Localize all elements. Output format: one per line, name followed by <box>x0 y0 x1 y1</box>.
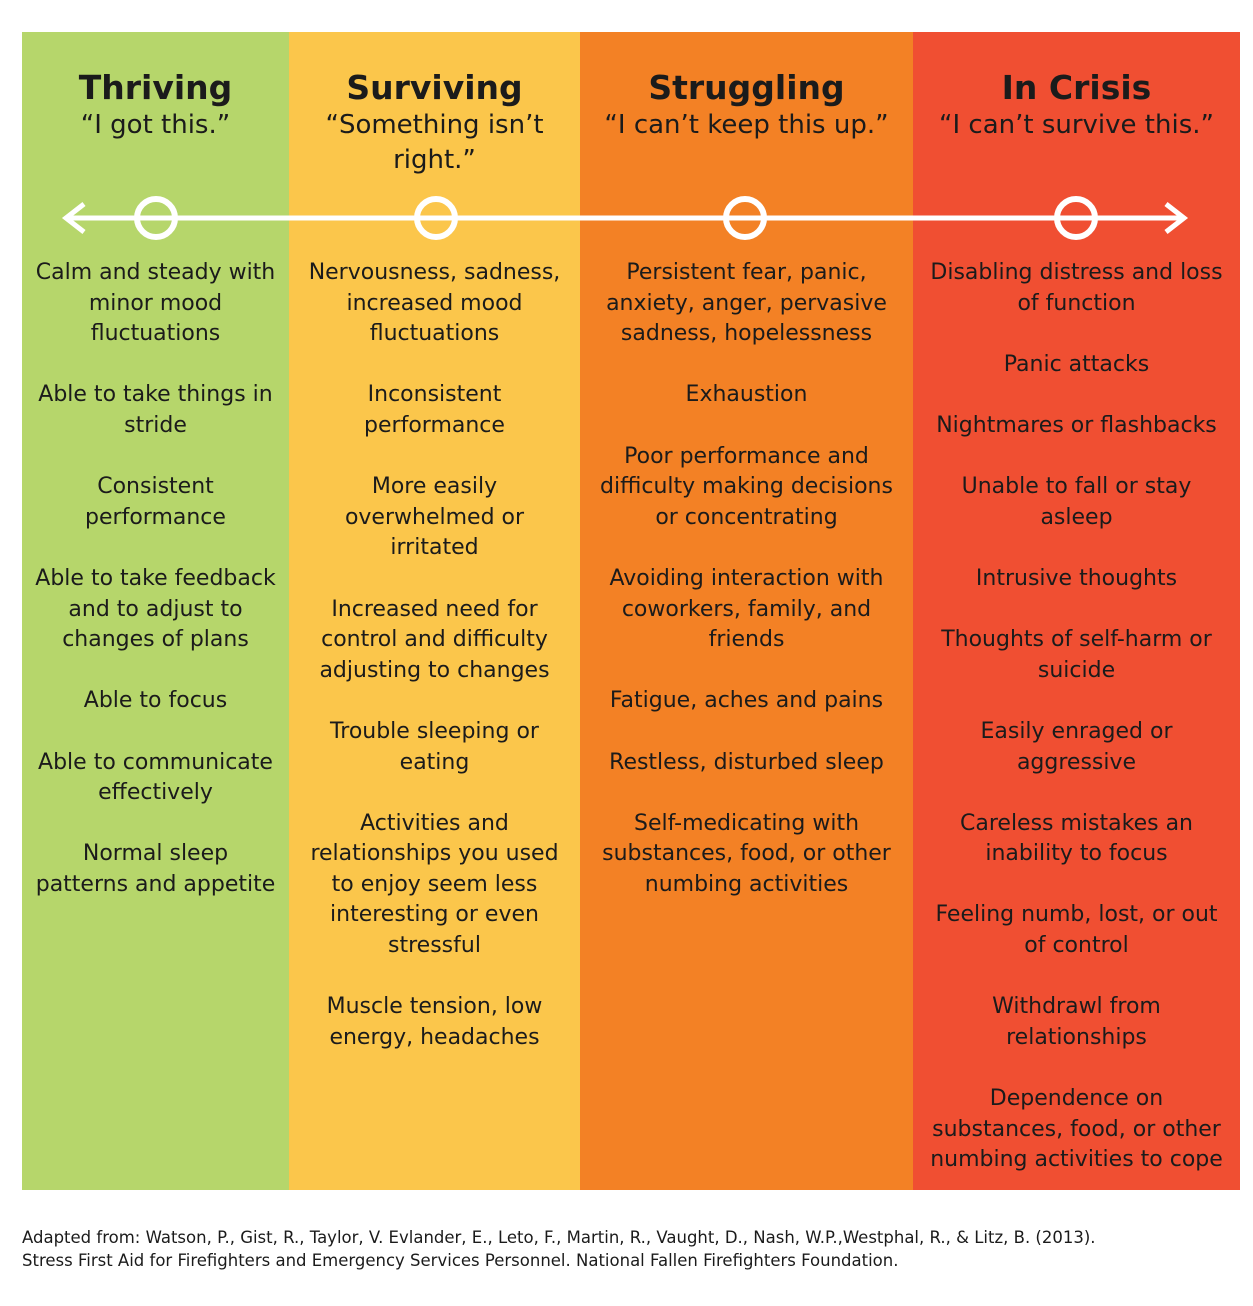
symptom: Dependence on substances, food, or other… <box>930 1086 1223 1173</box>
symptom-list: Calm and steady with minor mood fluctuat… <box>34 258 277 931</box>
symptom: Calm and steady with minor mood fluctuat… <box>35 260 276 347</box>
column-title: Thriving <box>78 68 233 107</box>
continuum-arrow <box>61 196 1189 240</box>
symptom: Nightmares or flashbacks <box>936 412 1217 438</box>
symptom: Thoughts of self-harm or suicide <box>941 627 1212 683</box>
symptom: Unable to fall or stay asleep <box>961 474 1192 530</box>
column-header: Thriving “I got this.” <box>28 68 283 143</box>
column-quote: “I can’t keep this up.” <box>604 110 889 140</box>
column-header: Surviving “Something isn’t right.” <box>295 68 574 178</box>
symptom: Restless, disturbed sleep <box>609 749 884 775</box>
symptom: Exhaustion <box>685 382 808 408</box>
symptom: Activities and relationships you used to… <box>310 810 559 959</box>
symptom: Muscle tension, low energy, headaches <box>326 994 543 1050</box>
symptom: Able to take things in stride <box>38 382 273 438</box>
column: In Crisis “I can’t survive this.” Disablin… <box>913 32 1240 1190</box>
symptom: Disabling distress and loss of function <box>930 260 1223 316</box>
citation: Adapted from: Watson, P., Gist, R., Tayl… <box>22 1226 1096 1272</box>
column-title: Surviving <box>346 68 523 107</box>
symptom: Persistent fear, panic, anxiety, anger, … <box>606 260 887 347</box>
symptom-list: Disabling distress and loss of function P… <box>925 258 1228 1206</box>
symptom: Able to focus <box>83 688 228 714</box>
column-title: In Crisis <box>1001 68 1152 107</box>
stress-continuum: Thriving “I got this.” Calm and steady wit… <box>22 32 1240 1190</box>
symptom: Nervousness, sadness, increased mood flu… <box>308 260 561 347</box>
symptom: Increased need for control and difficult… <box>319 596 550 683</box>
column-header: In Crisis “I can’t survive this.” <box>919 68 1234 143</box>
citation-line: Adapted from: Watson, P., Gist, R., Tayl… <box>22 1228 1096 1247</box>
column-quote: “Something isn’t right.” <box>325 110 544 175</box>
symptom: Able to communicate effectively <box>38 749 273 806</box>
symptom: Intrusive thoughts <box>975 565 1178 591</box>
symptom: Withdrawl from relationships <box>992 994 1161 1050</box>
symptom: Consistent performance <box>85 474 226 530</box>
symptom: Avoiding interaction with coworkers, fam… <box>609 565 884 653</box>
column-header: Struggling “I can’t keep this up.” <box>586 68 907 143</box>
symptom: Poor performance and difficulty making d… <box>600 443 893 530</box>
symptom: Fatigue, aches and pains <box>609 688 884 714</box>
column: Thriving “I got this.” Calm and steady wit… <box>22 32 289 1190</box>
symptom: Careless mistakes an inability to focus <box>960 810 1193 867</box>
symptom: Normal sleep patterns and appetite <box>35 841 276 897</box>
symptom: Self-medicating with substances, food, o… <box>602 810 891 897</box>
citation-line: Stress First Aid for Firefighters and Em… <box>22 1251 899 1270</box>
column-title: Struggling <box>648 68 845 107</box>
symptom: Trouble sleeping or eating <box>330 718 539 775</box>
symptom: Panic attacks <box>1003 351 1150 377</box>
column: Struggling “I can’t keep this up.” Persist… <box>580 32 913 1190</box>
column-quote: “I got this.” <box>80 110 231 140</box>
column: Surviving “Something isn’t right.” Nervous… <box>289 32 580 1190</box>
symptom-list: Nervousness, sadness, increased mood flu… <box>301 258 568 1084</box>
symptom: Inconsistent performance <box>364 382 505 438</box>
column-quote: “I can’t survive this.” <box>939 110 1214 140</box>
symptom: Feeling numb, lost, or out of control <box>935 902 1218 959</box>
symptom: Easily enraged or aggressive <box>980 718 1173 775</box>
symptom: Able to take feedback and to adjust to c… <box>35 565 276 653</box>
symptom: More easily overwhelmed or irritated <box>344 474 525 561</box>
symptom-list: Persistent fear, panic, anxiety, anger, … <box>592 258 901 931</box>
